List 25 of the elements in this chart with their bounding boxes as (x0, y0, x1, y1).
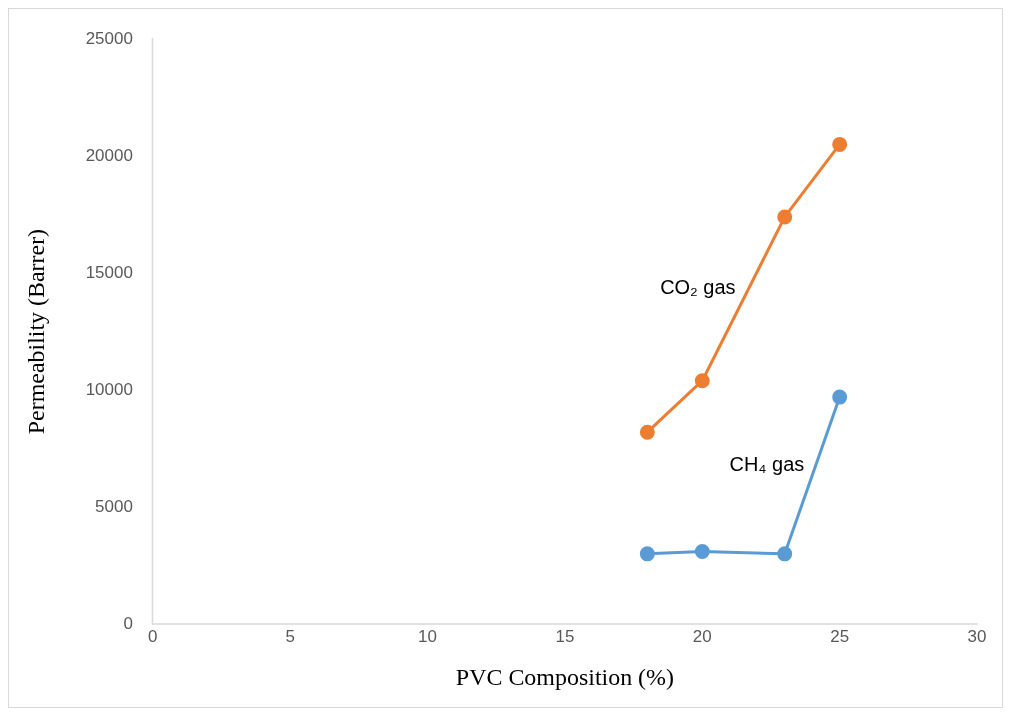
point (639, 424, 655, 440)
x-tick-label: 30 (967, 626, 987, 646)
y-axis-title: Permeability (Barrer) (22, 228, 49, 435)
series-label: CH₄ gas (729, 453, 805, 475)
y-tick-label: 5000 (95, 496, 133, 516)
y-tick-label: 20000 (85, 145, 133, 165)
point (832, 389, 848, 405)
x-tick-label: 20 (692, 626, 712, 646)
point (694, 373, 710, 389)
point (832, 136, 848, 152)
point (777, 209, 793, 225)
x-tick-label: 15 (555, 626, 575, 646)
y-tick-label: 0 (123, 613, 133, 633)
series-label: CO₂ gas (660, 276, 736, 299)
point (694, 544, 710, 559)
point (639, 546, 655, 562)
point (777, 546, 793, 562)
y-tick-label: 15000 (85, 262, 133, 282)
x-tick-label: 25 (830, 626, 850, 646)
x-tick-label: 5 (285, 626, 295, 646)
x-tick-label: 10 (418, 626, 437, 646)
y-tick-label: 25000 (85, 28, 133, 48)
y-tick-label: 10000 (85, 379, 133, 399)
x-tick-label: 0 (148, 626, 158, 646)
x-axis-title: PVC Composition (%) (455, 663, 675, 690)
